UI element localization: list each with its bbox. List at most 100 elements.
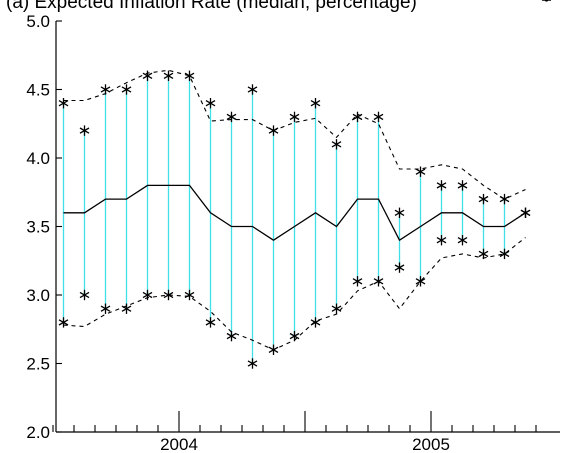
marker-stroke (436, 182, 447, 189)
min-marker (58, 317, 69, 328)
marker-stroke (415, 278, 426, 285)
marker-stroke (205, 100, 216, 107)
y-tick-label: 4.0 (26, 149, 50, 168)
max-marker (268, 125, 279, 136)
y-tick-label: 3.5 (26, 218, 50, 237)
min-marker (226, 330, 237, 342)
marker-stroke (478, 195, 489, 203)
max-marker (163, 70, 174, 81)
range-markers (58, 0, 552, 369)
marker-stroke (289, 113, 300, 121)
marker-stroke (58, 319, 69, 326)
marker-stroke (499, 250, 510, 258)
max-marker (394, 207, 405, 218)
marker-stroke (268, 346, 279, 353)
max-marker (184, 70, 195, 81)
max-marker (352, 111, 363, 123)
marker-stroke (331, 305, 342, 312)
min-marker (268, 344, 279, 355)
chart-title: (a) Expected Inflation Rate (median; per… (6, 0, 417, 13)
upper-band-line (63, 69, 526, 200)
marker-stroke (310, 319, 321, 326)
min-marker (415, 276, 426, 287)
marker-stroke (58, 100, 69, 107)
y-tick-label: 4.5 (26, 81, 50, 100)
max-marker (289, 111, 300, 123)
marker-stroke (226, 332, 237, 340)
min-marker (331, 303, 342, 314)
max-marker (478, 193, 489, 205)
marker-stroke (436, 237, 447, 244)
marker-stroke (478, 250, 489, 258)
min-marker (205, 317, 216, 328)
min-marker (520, 207, 531, 218)
marker-stroke (373, 278, 384, 285)
marker-stroke (373, 113, 384, 121)
median-line (63, 184, 526, 242)
x-tick-label: 2005 (412, 435, 450, 453)
max-marker (457, 180, 468, 191)
marker-stroke (394, 209, 405, 216)
x-tick-label: 2004 (160, 435, 198, 453)
min-marker (478, 248, 489, 260)
max-marker (121, 84, 132, 95)
min-marker (310, 317, 321, 328)
max-marker (247, 84, 258, 95)
marker-stroke (121, 86, 132, 93)
max-marker (205, 98, 216, 109)
min-marker (436, 235, 447, 246)
marker-stroke (79, 291, 90, 299)
max-marker (226, 111, 237, 123)
marker-stroke (394, 264, 405, 271)
min-marker (352, 276, 363, 287)
marker-stroke (415, 168, 426, 175)
y-tick-label: 2.5 (26, 355, 50, 374)
x-axis: 2004 2005 (52, 411, 560, 453)
min-marker (499, 248, 510, 260)
max-marker (436, 180, 447, 191)
marker-stroke (457, 237, 468, 244)
min-marker (184, 289, 195, 301)
marker-stroke (79, 127, 90, 134)
marker-stroke (352, 278, 363, 285)
max-marker (499, 193, 510, 205)
min-marker (289, 330, 300, 342)
marker-stroke (121, 305, 132, 312)
max-marker (58, 98, 69, 109)
min-marker (100, 303, 111, 314)
max-marker (373, 111, 384, 123)
max-marker (415, 166, 426, 177)
latest-marker-dot (544, 0, 549, 2)
marker-stroke (520, 209, 531, 216)
min-marker (121, 303, 132, 314)
marker-stroke (331, 141, 342, 148)
min-marker (142, 289, 153, 301)
max-marker (100, 84, 111, 95)
y-axis: 2.0 2.5 3.0 3.5 4.0 4.5 5.0 (26, 12, 62, 442)
marker-stroke (247, 86, 258, 93)
marker-stroke (226, 113, 237, 121)
marker-stroke (100, 305, 111, 312)
min-marker (247, 358, 258, 369)
min-marker (373, 276, 384, 287)
marker-stroke (310, 100, 321, 107)
marker-stroke (247, 360, 258, 367)
min-marker (394, 262, 405, 273)
max-marker (79, 125, 90, 136)
min-marker (79, 289, 90, 301)
max-marker (142, 70, 153, 81)
min-marker (163, 289, 174, 301)
min-marker (457, 235, 468, 246)
marker-stroke (352, 113, 363, 121)
y-tick-label: 2.0 (26, 423, 50, 442)
marker-stroke (289, 332, 300, 340)
marker-stroke (163, 72, 174, 79)
marker-stroke (142, 291, 153, 299)
marker-stroke (205, 319, 216, 326)
max-marker (310, 98, 321, 109)
marker-stroke (142, 72, 153, 79)
marker-stroke (499, 195, 510, 203)
marker-stroke (100, 86, 111, 93)
marker-stroke (163, 291, 174, 299)
